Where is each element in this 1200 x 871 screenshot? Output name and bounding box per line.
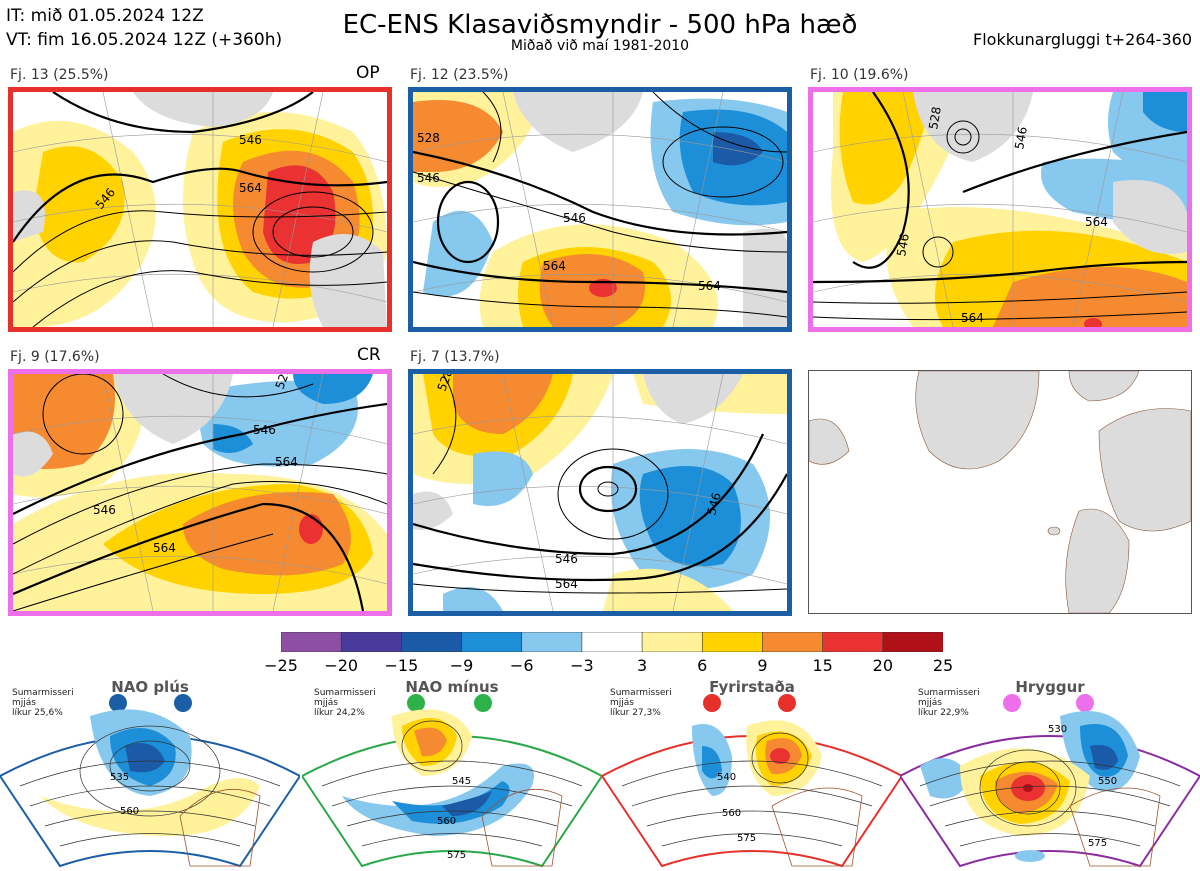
contour-label: 564 <box>239 181 262 195</box>
colorbar-swatch <box>701 632 764 652</box>
contour-label: 545 <box>452 776 471 787</box>
contour-label: 546 <box>1012 126 1030 151</box>
contour-label: 528 <box>417 131 440 145</box>
contour-label: 546 <box>563 211 586 225</box>
contour-label: 546 <box>555 552 578 566</box>
regime-ridge: Hryggur Sumarmisseri mjjás líkur 22,9% 5… <box>900 676 1200 871</box>
colorbar-swatch <box>641 632 704 652</box>
colorbar-swatch <box>882 632 943 652</box>
panel-4-tag: CR <box>357 345 381 365</box>
regime-dot <box>174 694 192 712</box>
contour-label: 575 <box>1088 838 1107 849</box>
panel-4-label: Fj. 9 (17.6%) <box>10 349 100 365</box>
regime-title: NAO mínus <box>405 678 499 696</box>
contour-label: 560 <box>437 816 456 827</box>
regime-dot <box>474 694 492 712</box>
classification-window: Flokkunargluggi t+264-360 <box>973 30 1192 49</box>
contour-label: 575 <box>447 850 466 861</box>
page-title: EC-ENS Klasaviðsmyndir - 500 hPa hæð <box>342 10 858 40</box>
colorbar-swatch <box>281 632 342 652</box>
contour-label: 546 <box>253 423 276 437</box>
colorbar-tick-label: −9 <box>449 656 474 675</box>
contour-label: 564 <box>153 541 176 555</box>
colorbar-tick-label: −6 <box>509 656 534 675</box>
panel-1-label: Fj. 13 (25.5%) <box>10 67 109 83</box>
cluster-map-3: 528 546 546 564 564 <box>808 87 1192 332</box>
colorbar-swatch <box>762 632 824 652</box>
colorbar-swatch <box>581 632 643 652</box>
contour-label: 530 <box>1048 724 1067 735</box>
panel-1-tag: OP <box>356 63 380 83</box>
contour-label: 540 <box>717 772 736 783</box>
colorbar-tick-label: 25 <box>932 656 954 675</box>
contour-label: 560 <box>722 808 741 819</box>
regime-note: Sumarmisseri mjjás líkur 25,6% <box>12 688 74 718</box>
regime-dot <box>407 694 425 712</box>
contour-label: 560 <box>120 806 139 817</box>
valid-time: VT: fim 16.05.2024 12Z (+360h) <box>6 30 283 50</box>
panel-2-label: Fj. 12 (23.5%) <box>410 67 509 83</box>
colorbar-tick-label: 20 <box>872 656 893 675</box>
cluster-map-1: 546 564 546 <box>8 87 392 332</box>
contour-label: 550 <box>1098 776 1117 787</box>
colorbar-swatch <box>521 632 583 652</box>
regime-note: Sumarmisseri mjjás líkur 22,9% <box>918 688 980 718</box>
contour-label: 564 <box>1085 215 1108 229</box>
base-map <box>808 370 1192 614</box>
colorbar-tick-label: −20 <box>324 656 359 675</box>
contour-label: 535 <box>110 772 129 783</box>
regime-nao-plus: NAO plús Sumarmisseri mjjás líkur 25,6% … <box>0 676 300 871</box>
colorbar-swatches <box>281 632 943 652</box>
colorbar-swatch <box>340 632 403 652</box>
colorbar-tick-label: 9 <box>757 656 768 675</box>
regime-note: Sumarmisseri mjjás líkur 24,2% <box>314 688 376 718</box>
regime-dot <box>1076 694 1094 712</box>
init-time: IT: mið 01.05.2024 12Z <box>6 6 204 26</box>
regime-dot <box>778 694 796 712</box>
regime-note: Sumarmisseri mjjás líkur 27,3% <box>610 688 672 718</box>
contour-label: 546 <box>93 503 116 517</box>
contour-label: 546 <box>239 133 262 147</box>
colorbar-tick-label: −15 <box>384 656 419 675</box>
regime-dot <box>1003 694 1021 712</box>
contour-label: 564 <box>555 577 578 591</box>
contour-label: 546 <box>894 233 912 258</box>
contour-label: 546 <box>417 171 440 185</box>
colorbar-tick-label: −25 <box>264 656 298 675</box>
panel-5-label: Fj. 7 (13.7%) <box>410 349 500 365</box>
cluster-map-4: 528 546 564 546 564 <box>8 369 392 616</box>
contour-label: 564 <box>698 279 721 293</box>
colorbar-tick-label: 15 <box>812 656 833 675</box>
regime-dot <box>109 694 127 712</box>
regime-title: NAO plús <box>111 678 189 696</box>
colorbar-tick-label: 3 <box>636 656 648 675</box>
panel-3-label: Fj. 10 (19.6%) <box>810 67 909 83</box>
contour-label: 564 <box>543 259 566 273</box>
cluster-map-5: 528 546 546 564 <box>408 369 792 616</box>
contour-label: 564 <box>275 455 298 469</box>
colorbar-tick-label: 6 <box>697 656 708 675</box>
regime-dot <box>703 694 721 712</box>
colorbar-swatch <box>401 632 463 652</box>
cluster-map-2: 528 546 546 564 564 <box>408 87 792 332</box>
regime-blocking: Fyrirstaða Sumarmisseri mjjás líkur 27,3… <box>602 676 902 871</box>
colorbar-swatch <box>461 632 523 652</box>
colorbar-tick-label: −3 <box>570 656 594 675</box>
page-subtitle: Miðað við maí 1981-2010 <box>510 38 690 54</box>
colorbar-swatch <box>822 632 884 652</box>
contour-label: 528 <box>926 106 944 131</box>
contour-label: 564 <box>961 311 984 325</box>
contour-label: 575 <box>737 833 756 844</box>
regime-title: Hryggur <box>1015 678 1085 696</box>
contour-label: 546 <box>704 491 723 517</box>
regime-nao-minus: NAO mínus Sumarmisseri mjjás líkur 24,2%… <box>302 676 602 871</box>
regime-title: Fyrirstaða <box>709 678 795 696</box>
